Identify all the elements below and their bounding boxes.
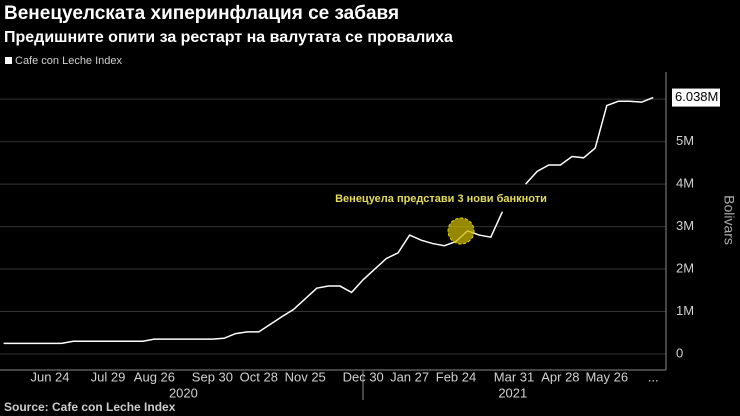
chart-title: Венецуелската хиперинфлация се забавя <box>4 3 399 24</box>
x-tick-label: Jul 29 <box>91 369 126 384</box>
x-tick-label: Dec 30 <box>343 369 384 384</box>
year-label: 2021 <box>498 385 527 400</box>
y-tick-label: 2M <box>676 260 694 275</box>
x-tick-label: Aug 26 <box>134 369 175 384</box>
series-line <box>3 96 654 345</box>
x-tick-label: ... <box>648 369 659 384</box>
x-tick-label: May 26 <box>585 369 628 384</box>
annotation-marker <box>447 217 475 245</box>
chart-subtitle: Предишните опити за рестарт на валутата … <box>4 29 453 46</box>
x-tick-label: Apr 28 <box>541 369 579 384</box>
y-tick-label: 1M <box>676 303 694 318</box>
annotation: Венецуела представи 3 нови банкноти <box>335 193 547 205</box>
x-tick-label: Jun 24 <box>30 369 69 384</box>
x-tick-label: Jan 27 <box>390 369 429 384</box>
x-tick-label: Mar 31 <box>494 369 534 384</box>
y-tick-label: 4M <box>676 176 694 191</box>
y-axis-label: Bolivars <box>721 195 737 245</box>
y-tick-label: 0 <box>676 345 683 360</box>
value-label-box <box>672 88 720 107</box>
y-tick-label: 5M <box>676 133 694 148</box>
x-tick-label: Oct 28 <box>240 369 278 384</box>
year-label: 2020 <box>169 385 198 400</box>
source: Source: Cafe con Leche Index <box>4 400 176 414</box>
y-tick-label: 3M <box>676 218 694 233</box>
legend-swatch <box>5 57 12 64</box>
x-tick-label: Feb 24 <box>436 369 476 384</box>
value-label: 6.038M <box>675 89 718 104</box>
x-tick-label: Sep 30 <box>192 369 233 384</box>
x-tick-label: Nov 25 <box>285 369 326 384</box>
legend-label: Cafe con Leche Index <box>15 55 123 67</box>
